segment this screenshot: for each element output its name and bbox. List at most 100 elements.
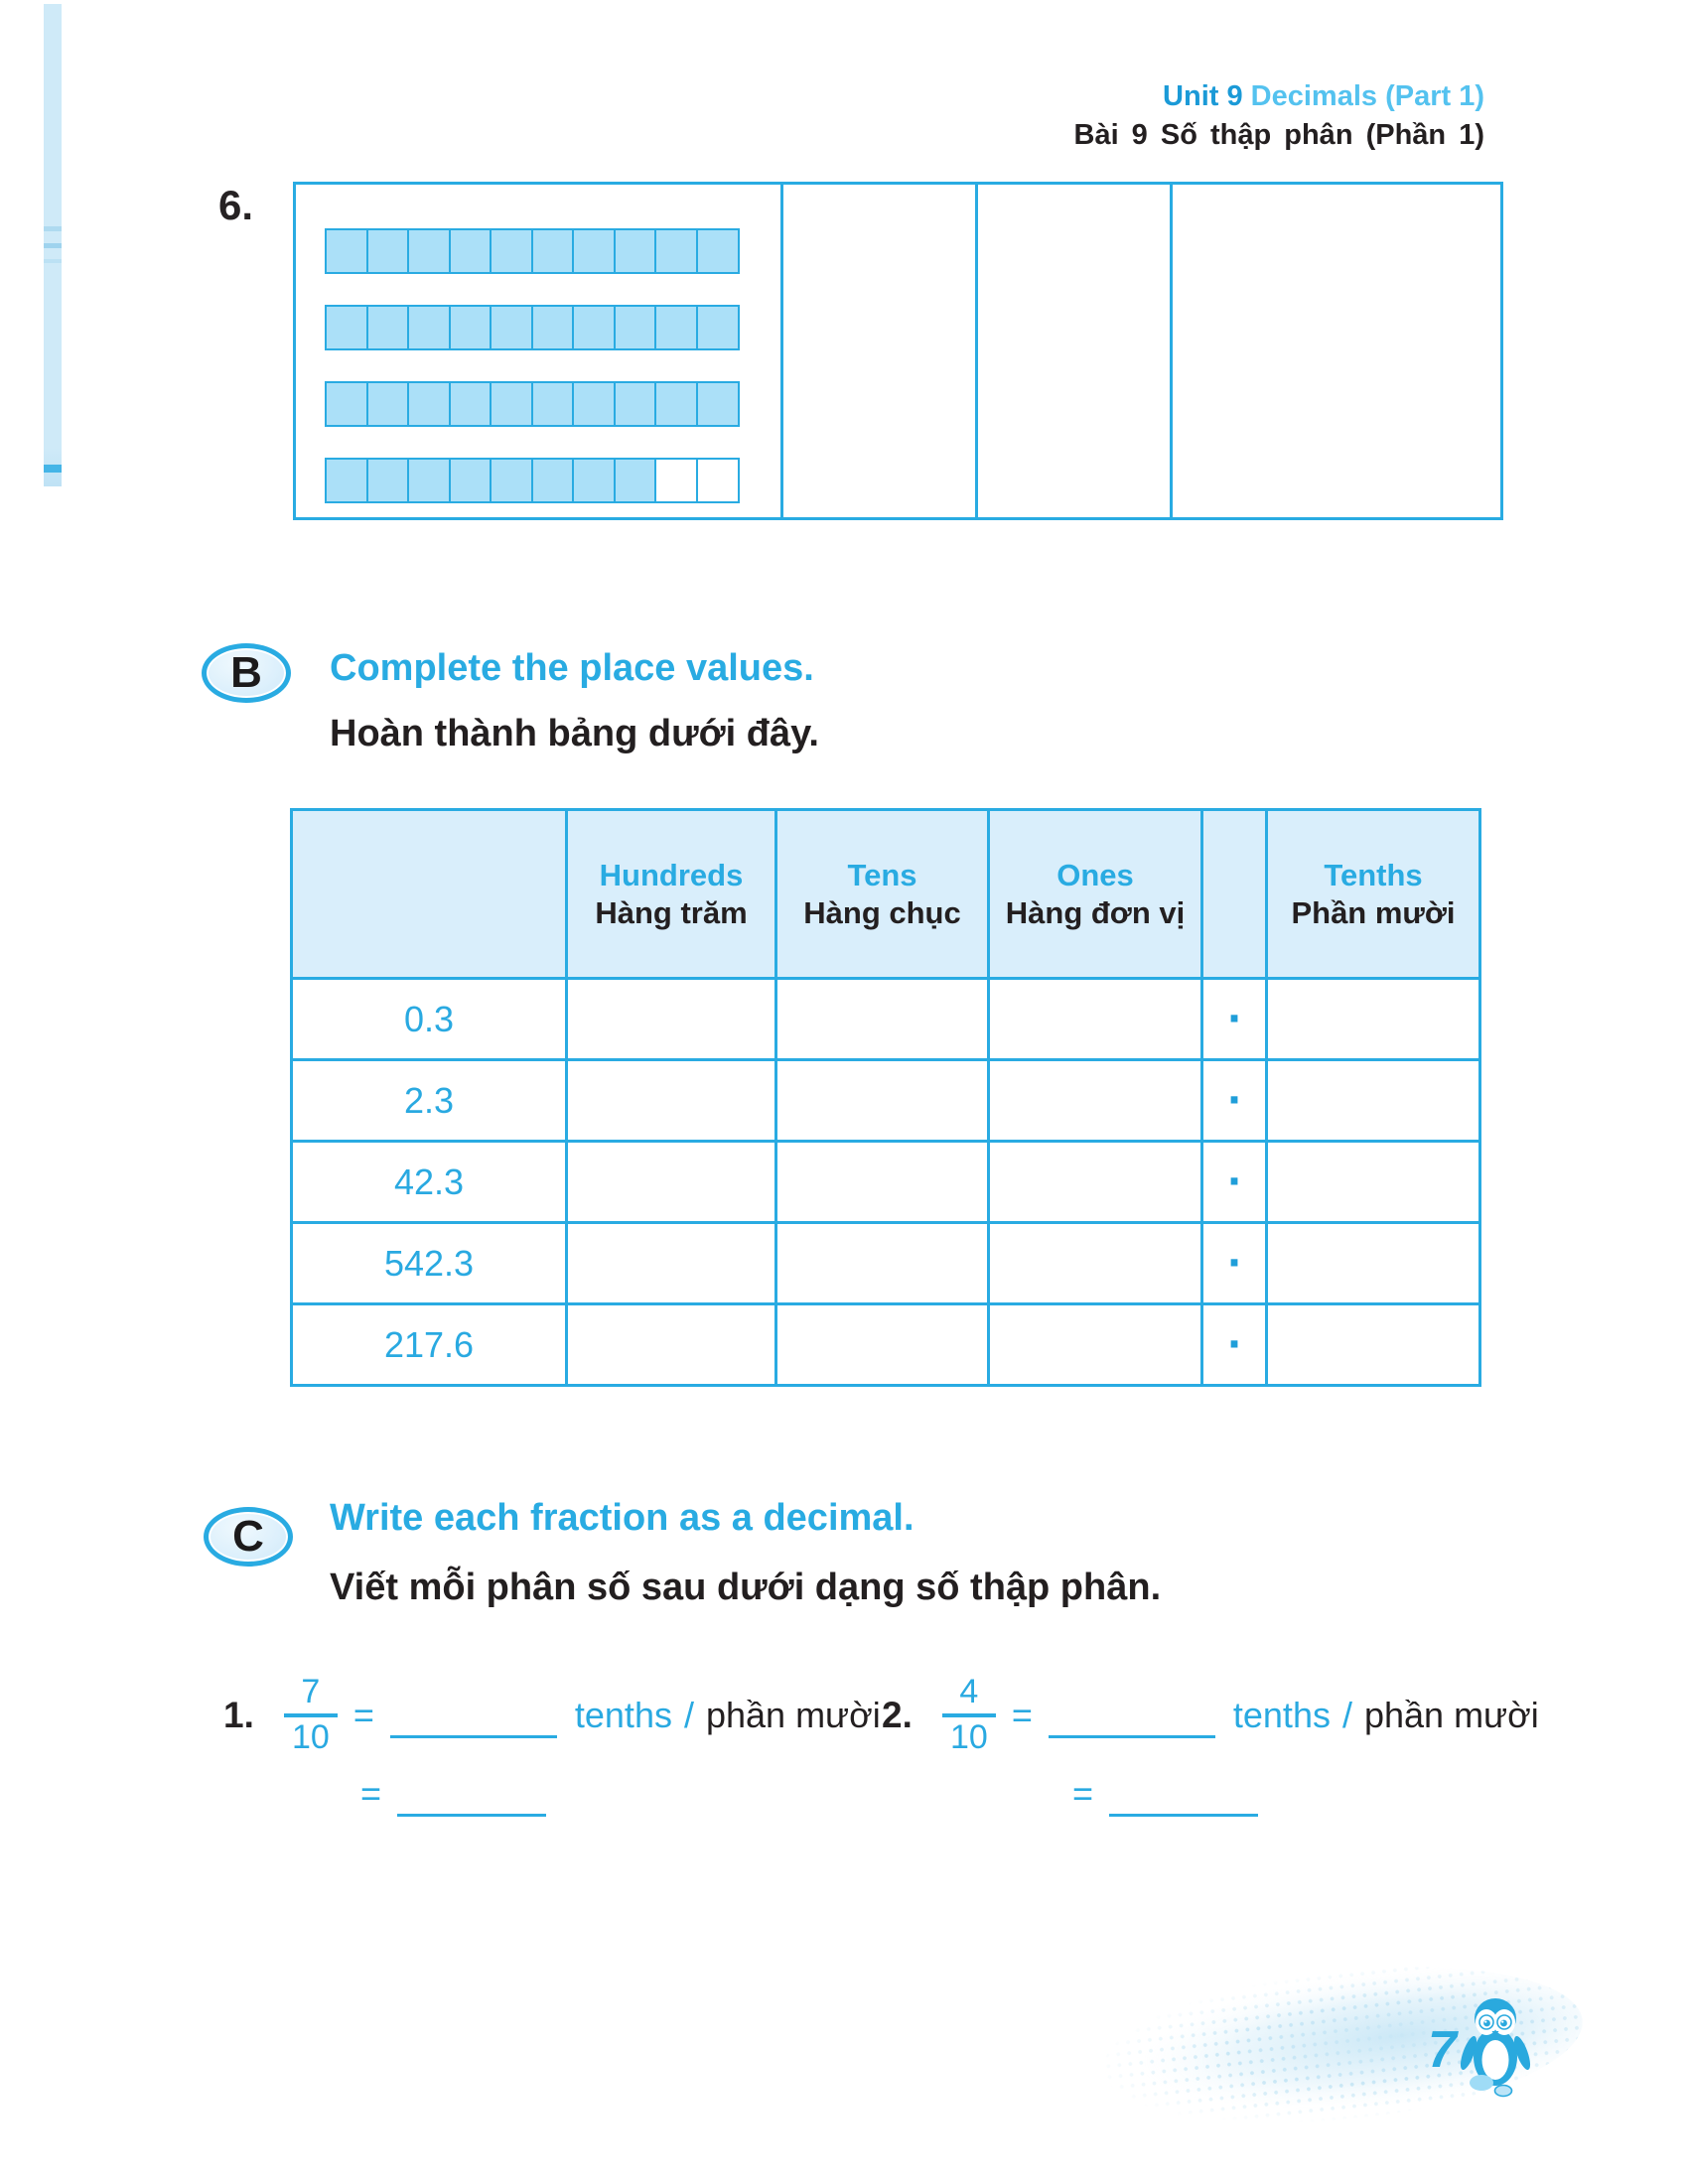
place-value-cell[interactable]: [1265, 1302, 1481, 1387]
strip-cell-filled: [613, 458, 657, 503]
place-value-cell[interactable]: [565, 1221, 777, 1305]
fraction-item-1-line2: =: [360, 1771, 547, 1817]
margin-bar-tick: [44, 226, 62, 231]
place-value-cell[interactable]: [987, 1058, 1203, 1143]
unit-tenths-vi: phần mười: [1363, 1695, 1539, 1735]
fraction-bar: [941, 1713, 996, 1717]
item-number: 2.: [882, 1695, 913, 1735]
margin-bar-tick: [44, 243, 62, 248]
strip-cell-filled: [613, 381, 657, 427]
place-value-table: Hundreds Hàng trăm Tens Hàng chục Ones H…: [290, 808, 1481, 1387]
strip-cell-filled: [365, 381, 410, 427]
strip-cell-filled: [613, 305, 657, 350]
tenths-strip: [325, 381, 742, 427]
place-value-cell[interactable]: [565, 1058, 777, 1143]
table-row: 542.3 .: [290, 1221, 1481, 1305]
place-value-cell[interactable]: [774, 1140, 990, 1224]
tenths-strip: [325, 458, 742, 503]
question-6-answer-cell[interactable]: [978, 185, 1173, 517]
margin-bar-tick: [44, 465, 62, 473]
unit-label: Unit 9: [1163, 80, 1243, 112]
slash-separator: /: [683, 1695, 694, 1735]
section-b-title-vi: Hoàn thành bảng dưới đây.: [330, 713, 819, 754]
section-c-badge: C: [204, 1507, 293, 1567]
place-value-cell[interactable]: [987, 1302, 1203, 1387]
page-margin-bar: [44, 4, 62, 486]
strip-cell-filled: [325, 228, 368, 274]
question-6-number: 6.: [218, 182, 254, 228]
unit-tenths-en: tenths: [574, 1695, 672, 1735]
decimal-point-cell: .: [1200, 1302, 1268, 1387]
strip-cell-filled: [572, 381, 616, 427]
place-value-cell[interactable]: [987, 977, 1203, 1061]
place-value-cell[interactable]: [774, 1221, 990, 1305]
place-value-cell[interactable]: [565, 1302, 777, 1387]
q6-strips: [325, 228, 742, 503]
place-value-cell[interactable]: [987, 1221, 1203, 1305]
place-value-cell[interactable]: [774, 1302, 990, 1387]
place-value-cell[interactable]: [774, 1058, 990, 1143]
place-value-cell[interactable]: [774, 977, 990, 1061]
place-value-cell[interactable]: [565, 1140, 777, 1224]
row-number-cell: 217.6: [290, 1302, 568, 1387]
fraction-bar: [283, 1713, 338, 1717]
strip-cell-filled: [695, 228, 740, 274]
fraction-4-10: 4 10: [941, 1673, 996, 1755]
strip-cell-filled: [654, 381, 698, 427]
question-6-answer-cell[interactable]: [1173, 185, 1500, 517]
column-header-ones: Ones Hàng đơn vị: [987, 808, 1203, 980]
place-value-cell[interactable]: [1265, 977, 1481, 1061]
strip-cell-filled: [530, 305, 575, 350]
decimal-point: .: [1227, 1305, 1241, 1359]
strip-cell-filled: [695, 381, 740, 427]
strip-cell-filled: [448, 458, 492, 503]
decimal-point: .: [1227, 1143, 1241, 1196]
place-value-cell[interactable]: [1265, 1058, 1481, 1143]
strip-cell-filled: [530, 458, 575, 503]
unit-title-vi: Bài 9 Số thập phân (Phần 1): [1073, 118, 1485, 151]
place-value-cell[interactable]: [987, 1140, 1203, 1224]
strip-cell-filled: [572, 305, 616, 350]
column-header-tenths: Tenths Phần mười: [1265, 808, 1481, 980]
strip-cell-empty: [654, 458, 698, 503]
decimal-point: .: [1227, 980, 1241, 1033]
decimal-point-cell: .: [1200, 1058, 1268, 1143]
answer-blank[interactable]: [1109, 1771, 1259, 1817]
corner-cell: [290, 808, 568, 980]
equals-sign: =: [1072, 1773, 1094, 1814]
header-row: Hundreds Hàng trăm Tens Hàng chục Ones H…: [290, 808, 1481, 980]
question-6-answer-cell[interactable]: [783, 185, 978, 517]
fraction-item-1: 1. 7 10 = tenths / phần mười: [223, 1660, 881, 1771]
place-value-cell[interactable]: [1265, 1221, 1481, 1305]
strip-cell-filled: [613, 228, 657, 274]
strip-cell-filled: [572, 228, 616, 274]
answer-blank[interactable]: [389, 1693, 557, 1738]
place-value-cell[interactable]: [565, 977, 777, 1061]
table-row: 2.3 .: [290, 1058, 1481, 1143]
slash-separator: /: [1341, 1695, 1352, 1735]
page-header: Unit 9 Decimals (Part 1) Bài 9 Số thập p…: [1074, 79, 1485, 153]
answer-blank[interactable]: [397, 1771, 547, 1817]
strip-cell-filled: [572, 458, 616, 503]
row-number-cell: 42.3: [290, 1140, 568, 1224]
table-row: 42.3 .: [290, 1140, 1481, 1224]
strip-cell-filled: [325, 458, 368, 503]
decimal-point: .: [1227, 1061, 1241, 1115]
row-number-cell: 0.3: [290, 977, 568, 1061]
unit-title-en: Unit 9 Decimals (Part 1): [1074, 79, 1484, 114]
question-6-model-cell: [296, 185, 783, 517]
page-number: 7: [1428, 2021, 1457, 2079]
strip-cell-filled: [448, 228, 492, 274]
decimal-point-cell: .: [1200, 1221, 1268, 1305]
item-number: 1.: [223, 1695, 254, 1735]
decimal-point: .: [1227, 1224, 1241, 1278]
numerator: 7: [301, 1673, 321, 1711]
answer-blank[interactable]: [1048, 1693, 1215, 1738]
unit-tenths-en: tenths: [1232, 1695, 1331, 1735]
strip-cell-filled: [530, 381, 575, 427]
unit-title-rest: Decimals (Part 1): [1250, 80, 1484, 112]
strip-cell-filled: [325, 381, 368, 427]
place-value-cell[interactable]: [1265, 1140, 1481, 1224]
numerator: 4: [959, 1673, 979, 1711]
